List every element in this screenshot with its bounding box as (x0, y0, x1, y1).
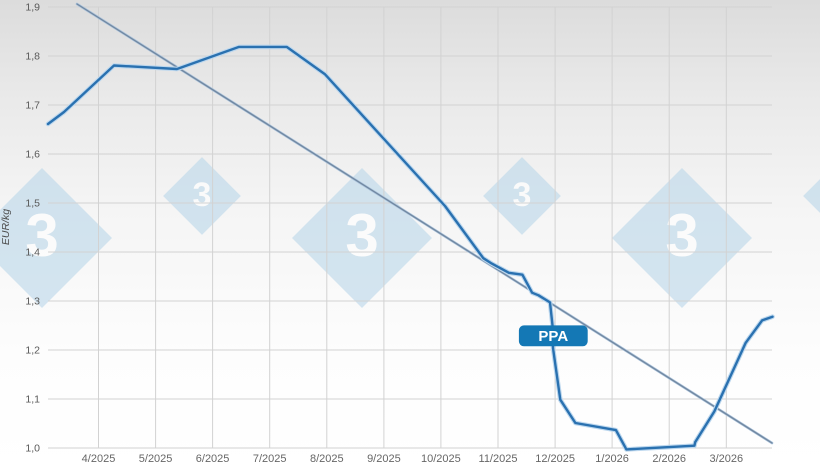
svg-text:1,9: 1,9 (25, 2, 40, 14)
svg-text:3/2026: 3/2026 (709, 453, 743, 465)
svg-text:1,1: 1,1 (25, 394, 40, 406)
svg-text:PPA: PPA (538, 328, 568, 345)
svg-text:1/2026: 1/2026 (595, 453, 629, 465)
svg-text:8/2025: 8/2025 (310, 453, 344, 465)
svg-text:9/2025: 9/2025 (367, 453, 401, 465)
svg-text:1,3: 1,3 (25, 296, 40, 308)
svg-text:11/2025: 11/2025 (479, 453, 518, 465)
svg-text:1,7: 1,7 (25, 100, 40, 112)
svg-text:EUR/kg: EUR/kg (0, 209, 12, 245)
svg-text:1,4: 1,4 (25, 247, 40, 259)
svg-text:12/2025: 12/2025 (535, 453, 575, 465)
svg-text:1,5: 1,5 (25, 198, 40, 210)
svg-text:4/2025: 4/2025 (82, 453, 116, 465)
svg-text:2/2026: 2/2026 (652, 453, 686, 465)
svg-text:10/2025: 10/2025 (421, 453, 461, 465)
svg-text:1,2: 1,2 (25, 345, 40, 357)
svg-text:1,6: 1,6 (25, 149, 40, 161)
svg-text:7/2025: 7/2025 (253, 453, 287, 465)
svg-text:1,0: 1,0 (25, 443, 40, 455)
svg-text:1,8: 1,8 (25, 51, 40, 63)
svg-text:5/2025: 5/2025 (139, 453, 173, 465)
svg-text:6/2025: 6/2025 (196, 453, 230, 465)
